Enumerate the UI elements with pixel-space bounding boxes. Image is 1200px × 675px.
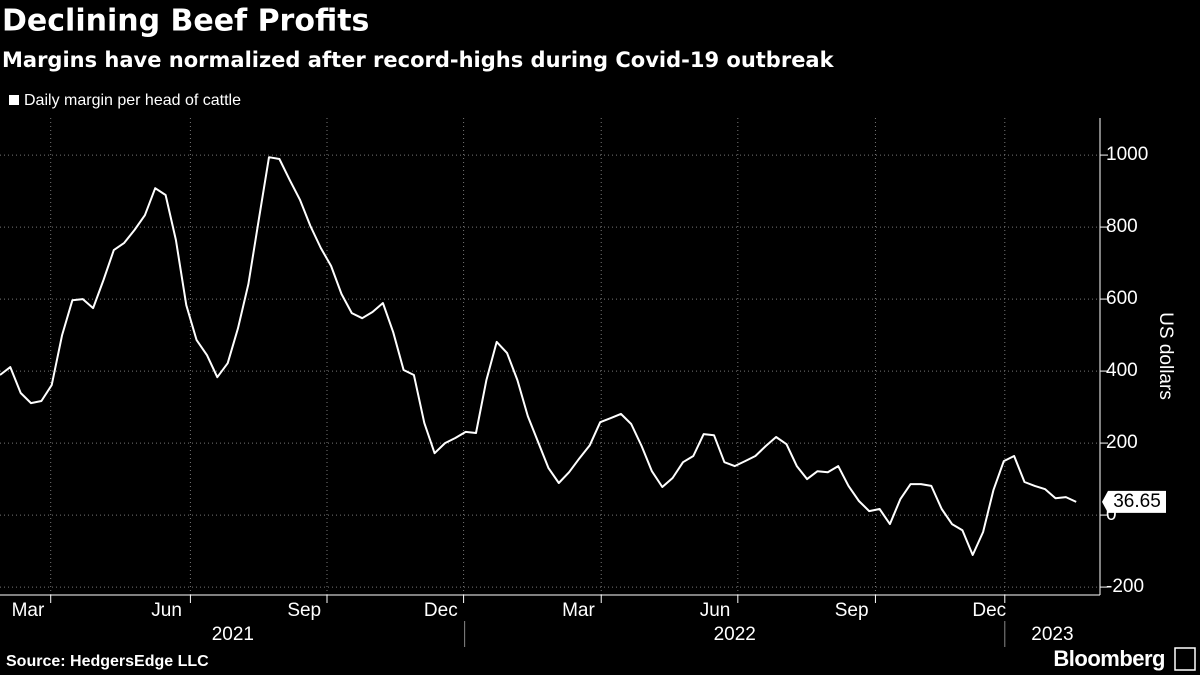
year-label: 2023: [1031, 624, 1073, 645]
year-label: 2021: [212, 624, 254, 645]
brand-icon: [1174, 647, 1196, 671]
x-tick-label: Mar: [12, 600, 45, 621]
legend-swatch: [9, 95, 19, 105]
chart-subtitle: Margins have normalized after record-hig…: [2, 48, 835, 72]
source: Source: HedgersEdge LLC: [6, 653, 209, 670]
y-tick-label: 400: [1106, 360, 1138, 381]
year-label: 2022: [714, 624, 756, 645]
last-value-label: 36.65: [1113, 491, 1161, 512]
series-line: [0, 156, 1077, 556]
x-tick-label: Dec: [972, 600, 1006, 621]
y-tick-label: 200: [1106, 432, 1138, 453]
brand: Bloomberg: [1053, 646, 1165, 671]
chart-title: Declining Beef Profits: [2, 4, 369, 39]
y-tick-label: 600: [1106, 288, 1138, 309]
x-tick-label: Dec: [424, 600, 458, 621]
x-tick-label: Jun: [151, 600, 182, 621]
x-tick-label: Sep: [835, 600, 869, 621]
y-tick-label: 0: [1106, 504, 1117, 525]
y-axis-label: US dollars: [1155, 312, 1176, 400]
last-value-box: [1102, 490, 1166, 513]
x-tick-label: Sep: [287, 600, 321, 621]
y-tick-label: 800: [1106, 216, 1138, 237]
legend-label: Daily margin per head of cattle: [24, 92, 241, 109]
y-tick-label: 1000: [1106, 144, 1148, 165]
y-tick-label: -200: [1106, 576, 1144, 597]
x-tick-label: Jun: [700, 600, 731, 621]
x-tick-label: Mar: [562, 600, 595, 621]
